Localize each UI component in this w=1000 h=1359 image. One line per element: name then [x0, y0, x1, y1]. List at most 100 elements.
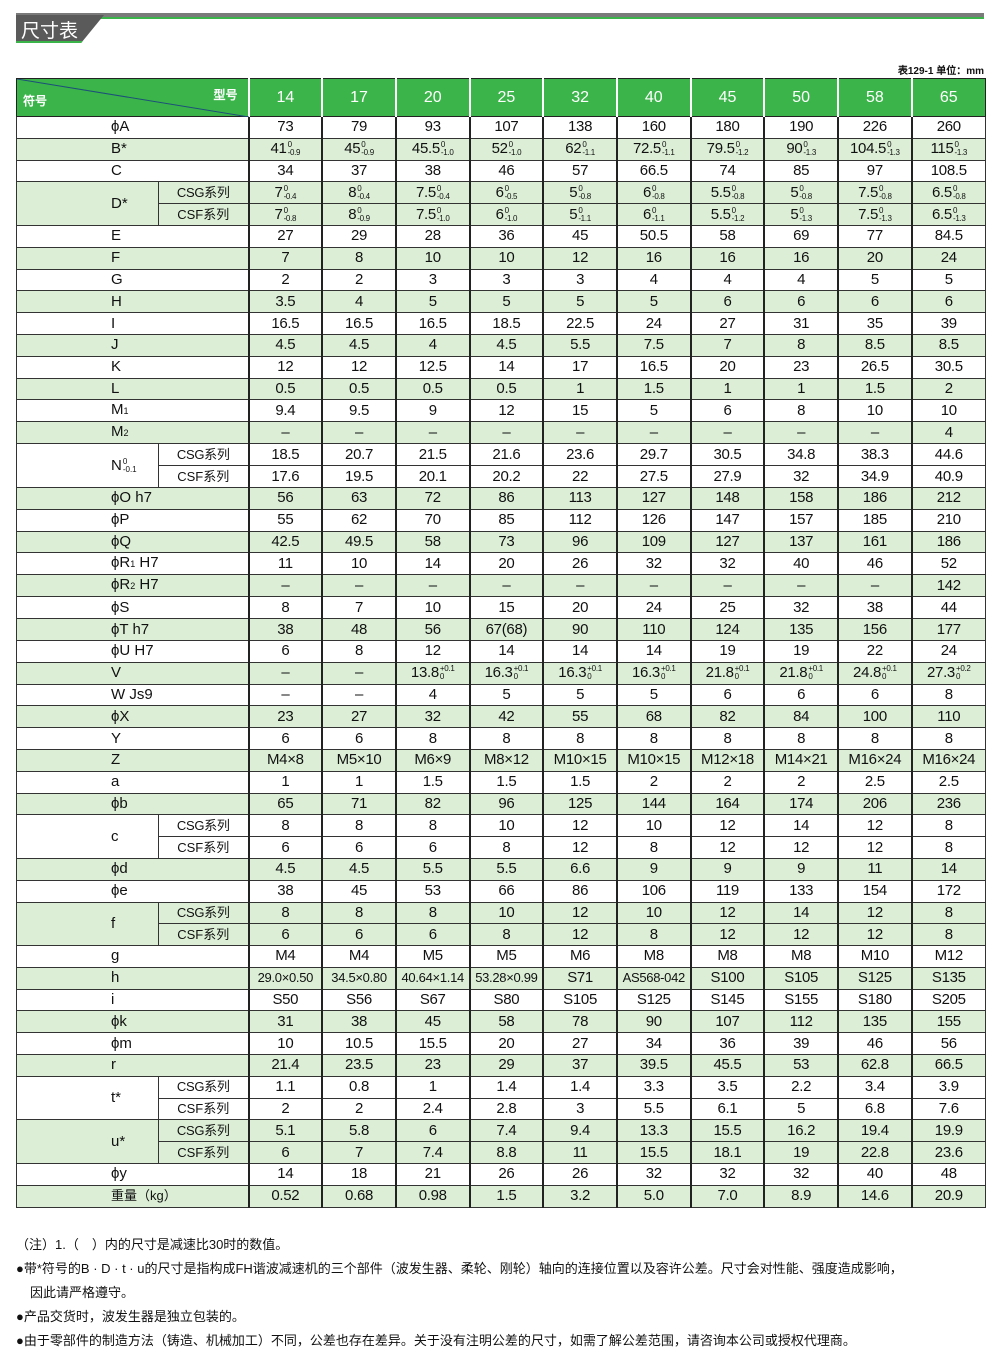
table-row: CSF系列 6 6 6 8 12 8 12 12 12 8: [17, 923, 986, 947]
value-cell: 164: [689, 792, 765, 816]
value-cell: 10: [321, 552, 397, 576]
value-cell: 34.9: [837, 465, 913, 488]
table-row: B* 41 0 -0.9 45 0 -0.9 45.5 0 -1.0 52 0 -1.0 62 0 -1.1 7…: [16, 137, 986, 161]
tolerance-lower: -0.4: [436, 191, 450, 201]
tolerance-upper: 0: [440, 140, 446, 150]
tolerance: 0 -1.3: [803, 141, 816, 157]
value-cell: –: [763, 574, 839, 598]
symbol-cell: ϕQ: [16, 530, 249, 554]
symbol-cell: ϕP: [16, 508, 249, 532]
value-cell: 4: [615, 268, 692, 292]
value-cell: AS568-042: [615, 966, 692, 990]
value-cell: 30.5: [689, 443, 765, 467]
value-cell: 206: [837, 792, 913, 816]
value: 41: [270, 140, 287, 158]
symbol-cell: M1: [16, 399, 249, 423]
value-cell: 70: [394, 508, 471, 532]
tolerance: 0 -1.1: [652, 206, 665, 223]
value-cell: 37: [321, 159, 397, 183]
value-cell: M12×18: [689, 748, 765, 772]
value-cell: M5: [468, 945, 544, 968]
value-cell: 4: [394, 683, 471, 707]
value-cell: M14×21: [763, 748, 839, 772]
value-cell: 5: [615, 290, 692, 314]
symbol-text: W Js9: [111, 685, 153, 703]
symbol-cell: h: [16, 966, 249, 990]
series-label: CSG系列: [158, 1075, 249, 1099]
tolerance-upper: 0: [361, 140, 366, 150]
value-cell: 35: [837, 312, 913, 335]
value-cell: 20.2: [468, 465, 544, 488]
value-cell: 1.4: [542, 1075, 618, 1099]
value-cell: 4: [689, 268, 765, 292]
tolerance: +0.1 0: [514, 665, 529, 681]
value-cell: M10×15: [542, 748, 618, 772]
tolerance-lower: -1.1: [582, 148, 595, 158]
tolerance: 0 -1.1: [578, 206, 591, 223]
value-cell: 52: [910, 552, 986, 576]
value-cell: 3: [468, 268, 544, 292]
value-cell: 72: [394, 486, 471, 510]
value-cell: 186: [837, 486, 913, 510]
value-cell: 19.5: [321, 465, 397, 488]
symbol-text: V: [111, 664, 122, 682]
value-cell: 7.6: [910, 1097, 986, 1121]
value-cell: 12: [689, 814, 765, 838]
symbol-suffix: H7: [135, 554, 159, 572]
value-cell: 2: [321, 1097, 397, 1121]
tolerance-lower: -0.8: [731, 191, 745, 201]
symbol-text: D*: [111, 194, 128, 212]
tolerance: 0 -1.0: [437, 206, 450, 223]
value-cell: 1: [542, 377, 618, 401]
table-row: D* CSG系列 7 0 -0.4 8 0 -0.4 7.5 0 -0.4 6 0 -0.5 5 0 -0.8 6…: [16, 181, 986, 226]
value-cell: 8: [468, 923, 544, 947]
value-cell: 7: [247, 246, 323, 270]
value-cell: 50.5: [615, 224, 692, 248]
value-cell: 5 0 -0.8: [763, 181, 839, 205]
value-cell: 5.5 0 -1.2: [689, 203, 765, 226]
value-cell: 8: [321, 639, 397, 663]
symbol-text: ϕX: [111, 707, 130, 725]
value-cell: 40.64×1.14: [394, 966, 471, 990]
value-cell: 22: [542, 465, 618, 488]
symbol-text: ϕb: [111, 794, 128, 812]
value-cell: 0.68: [321, 1184, 397, 1208]
value-cell: 19: [689, 639, 765, 663]
value-cell: 10: [247, 1032, 323, 1056]
value-cell: 78: [542, 1010, 618, 1034]
value-cell: 138: [542, 116, 618, 139]
value-cell: 5.5: [394, 857, 471, 881]
value-cell: 20: [468, 1032, 544, 1056]
value-cell: 27: [689, 312, 765, 335]
value-cell: 8: [689, 727, 765, 750]
value-cell: 8: [910, 683, 986, 707]
tolerance-lower: -0.9: [287, 148, 301, 158]
value-cell: 6: [837, 290, 913, 314]
value-cell: 8: [321, 814, 397, 838]
tolerance-lower: -1.0: [504, 213, 518, 223]
table-row: ϕk 31 38 45 58 78 90 107 112 135 155: [16, 1010, 986, 1034]
tolerance-upper: +0.1: [882, 664, 897, 674]
value-cell: 6: [321, 836, 397, 859]
table-row: W Js9– –4 5 5 5 6 6 6 8: [16, 683, 986, 707]
symbol-cell: J: [16, 333, 249, 357]
value-cell: 1.5: [615, 377, 692, 401]
value-cell: 19: [763, 639, 839, 663]
value-cell: 26: [542, 552, 618, 576]
tolerance-lower: 0: [587, 672, 592, 682]
value-cell: 8.8: [468, 1141, 544, 1165]
symbol-cell: B*: [16, 137, 249, 161]
series-label: CSF系列: [158, 1141, 249, 1165]
value-cell: 8: [247, 814, 323, 838]
value-cell: 29.7: [615, 443, 692, 467]
table-note: 表129-1 单位：mm: [897, 66, 984, 77]
symbol-text: M: [111, 423, 124, 441]
value-cell: 12: [247, 355, 323, 379]
value-cell: 6: [689, 399, 765, 423]
value-cell: S180: [837, 988, 913, 1012]
value-cell: 12: [468, 399, 544, 423]
value-cell: M4: [321, 945, 397, 968]
series-label: CSF系列: [158, 836, 249, 859]
value-cell: 6: [394, 923, 471, 947]
